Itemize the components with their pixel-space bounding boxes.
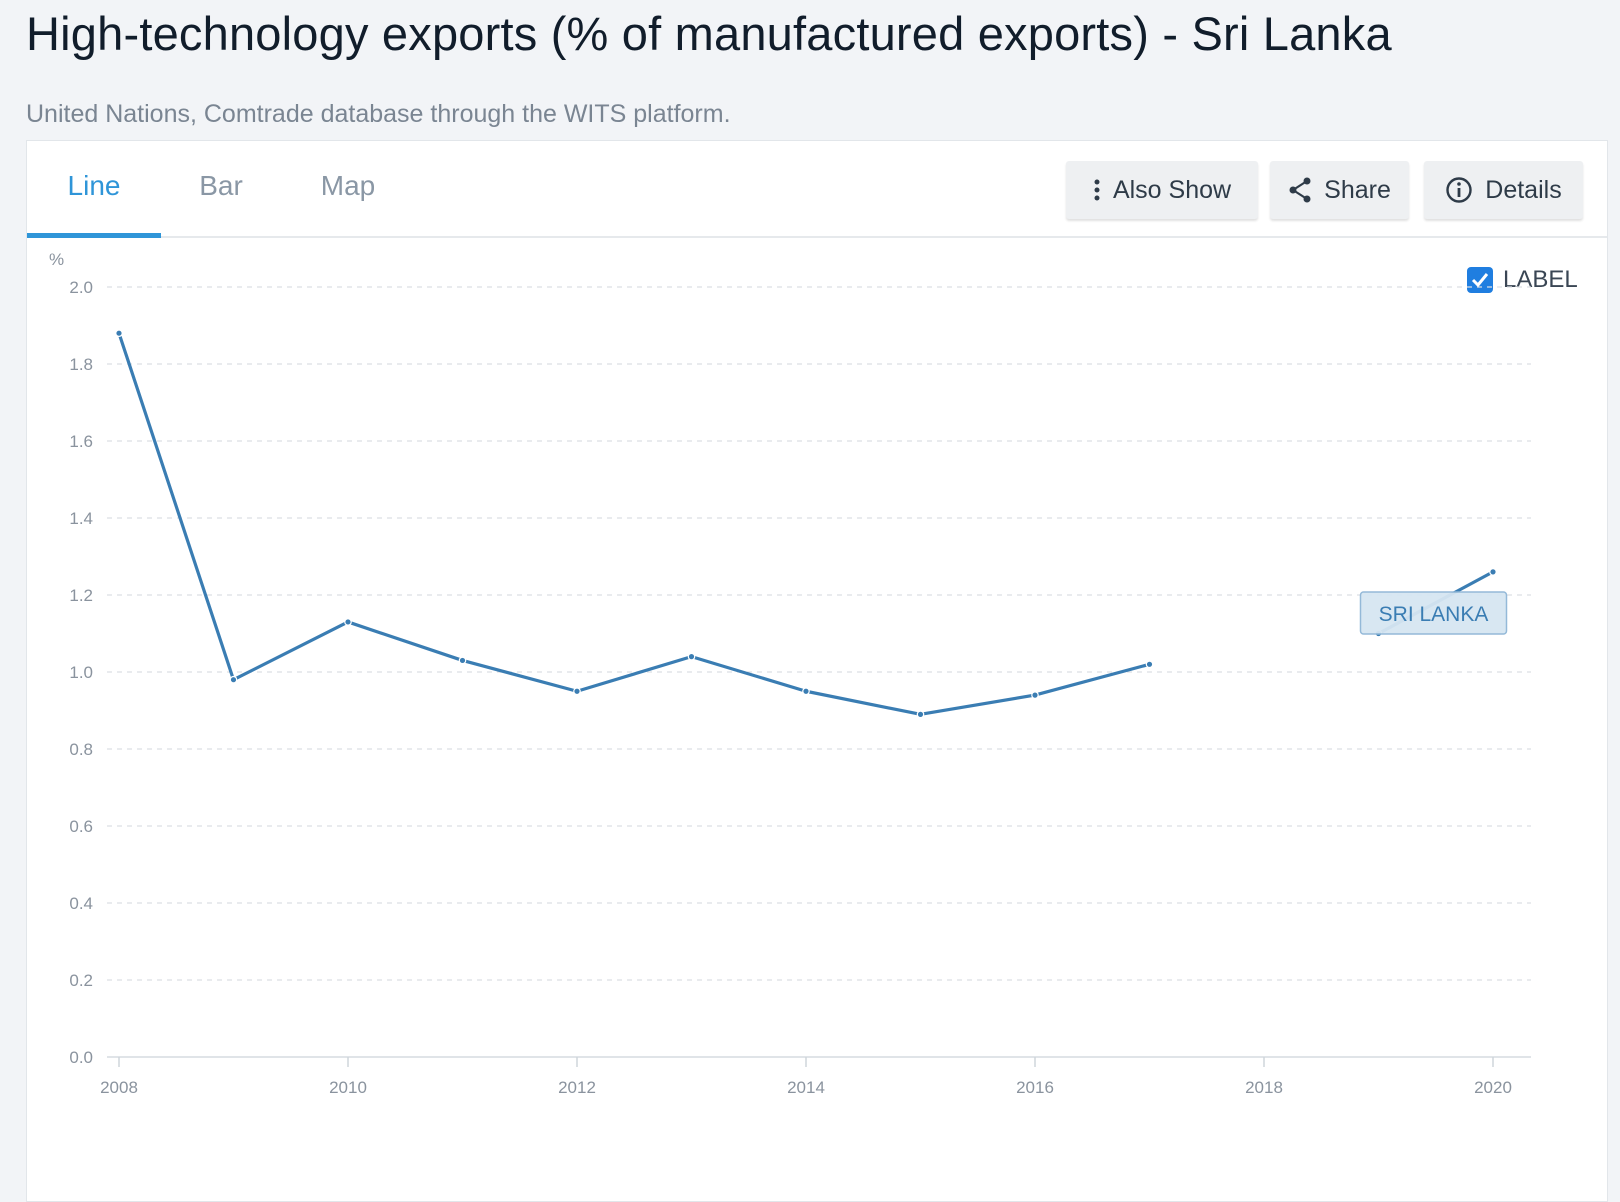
share-label: Share (1324, 176, 1391, 204)
data-point (1489, 568, 1497, 576)
series-label-sri-lanka: SRI LANKA (1359, 591, 1508, 635)
info-icon (1445, 176, 1473, 204)
tab-line[interactable]: Line (27, 141, 161, 238)
label-toggle-text: LABEL (1503, 266, 1578, 293)
y-tick-label: 1.0 (69, 663, 93, 682)
y-tick-label: 1.4 (69, 509, 93, 528)
also-show-label: Also Show (1112, 176, 1232, 204)
series-line (117, 332, 1150, 716)
data-point (573, 687, 581, 696)
x-tick-label: 2016 (1016, 1078, 1054, 1097)
details-label: Details (1485, 176, 1562, 204)
data-point (229, 675, 238, 684)
y-axis-ticks: 0.0 0.2 0.4 0.6 0.8 1.0 1.2 1.4 1.6 1.8 2.0 (69, 278, 93, 1067)
x-tick-label: 2014 (787, 1078, 825, 1097)
y-tick-label: 1.8 (69, 355, 93, 374)
x-tick-label: 2008 (100, 1078, 138, 1097)
grid-lines (107, 286, 1531, 1058)
y-axis-label: % (49, 250, 64, 269)
x-tick-label: 2012 (558, 1078, 596, 1097)
label-checkbox[interactable] (1467, 267, 1493, 293)
line-chart: 0.00.20.40.60.81.01.21.41.61.82.0 2008 20… (49, 250, 1531, 1097)
data-point (1031, 691, 1039, 699)
vertical-dots-icon (1093, 178, 1101, 202)
series-label-box (1359, 591, 1508, 635)
tab-map[interactable]: Map (320, 170, 376, 201)
data-point (687, 652, 696, 661)
data-point (802, 687, 810, 696)
y-tick-label: 0.2 (69, 971, 93, 990)
share-button[interactable]: Share (1270, 161, 1409, 219)
x-tick-label: 2020 (1474, 1078, 1512, 1097)
data-point (458, 656, 467, 665)
data-point (344, 618, 352, 626)
x-tick-label: 2010 (329, 1078, 367, 1097)
chart-card: Line Bar Map Also Show (26, 140, 1608, 1202)
tab-bar[interactable]: Bar (199, 170, 243, 201)
x-axis-ticks: 2008 2010 2012 2014 2016 2018 2020 (100, 1057, 1512, 1097)
y-tick-label: 0.0 (69, 1048, 93, 1067)
label-toggle[interactable]: LABEL (1467, 266, 1578, 294)
data-point (1145, 660, 1154, 669)
checkmark-icon (1471, 273, 1489, 288)
x-tick-label: 2018 (1245, 1078, 1283, 1097)
also-show-button[interactable]: Also Show (1066, 161, 1258, 219)
data-point (916, 710, 925, 719)
y-tick-label: 0.4 (69, 894, 93, 913)
y-tick-label: 0.8 (69, 740, 93, 759)
chart-type-tabs: Line Bar Map Also Show (27, 141, 1607, 238)
share-icon (1288, 177, 1312, 203)
series-label-text: SRI LANKA (1379, 603, 1489, 626)
page-title: High-technology exports (% of manufactur… (26, 7, 1392, 60)
details-button[interactable]: Details (1424, 161, 1583, 219)
data-point (115, 329, 123, 338)
series-sri-lanka (115, 329, 1497, 719)
y-tick-label: 1.2 (69, 586, 93, 605)
y-tick-label: 2.0 (69, 278, 93, 297)
y-tick-label: 1.6 (69, 432, 93, 451)
data-source: United Nations, Comtrade database throug… (26, 100, 731, 128)
y-tick-label: 0.6 (69, 817, 93, 836)
